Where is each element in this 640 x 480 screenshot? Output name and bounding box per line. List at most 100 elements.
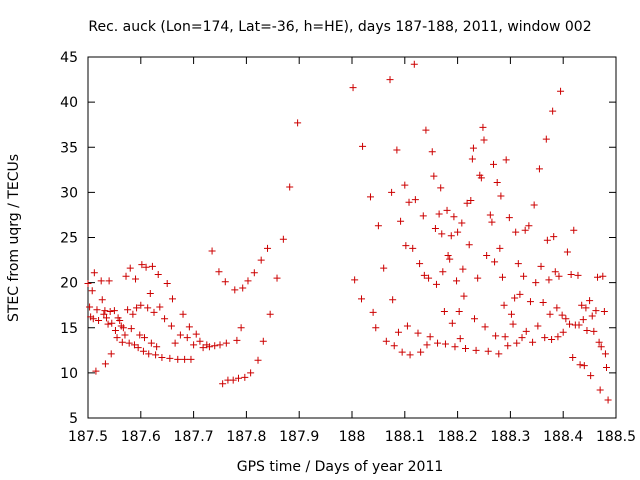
data-point xyxy=(431,224,439,232)
data-point xyxy=(124,306,132,314)
data-point xyxy=(511,294,519,302)
data-point xyxy=(453,277,461,285)
data-point xyxy=(597,343,605,351)
data-point xyxy=(133,304,141,312)
data-point xyxy=(205,343,213,351)
axis-ticks xyxy=(87,56,617,419)
data-point xyxy=(211,342,219,350)
data-point xyxy=(566,320,574,328)
data-point xyxy=(525,222,533,230)
data-point xyxy=(590,327,598,335)
data-point xyxy=(595,338,603,346)
data-point xyxy=(351,276,359,284)
data-point xyxy=(247,369,255,377)
plot-area xyxy=(84,56,617,419)
x-tick-label: 188.5 xyxy=(596,429,636,445)
data-point xyxy=(569,354,577,362)
data-point xyxy=(154,271,162,279)
data-point xyxy=(587,372,595,380)
data-point xyxy=(153,343,161,351)
data-point xyxy=(374,222,382,230)
data-point xyxy=(502,156,510,164)
data-point xyxy=(401,181,409,189)
data-point xyxy=(199,344,207,352)
data-point xyxy=(405,198,413,206)
data-point xyxy=(216,341,224,349)
data-point xyxy=(231,286,239,294)
data-point xyxy=(118,338,126,346)
data-point xyxy=(113,334,121,342)
data-point xyxy=(586,297,594,305)
data-point xyxy=(234,374,242,382)
data-point xyxy=(426,333,434,341)
data-point xyxy=(428,148,436,156)
data-point xyxy=(559,328,567,336)
data-point xyxy=(101,360,109,368)
data-point xyxy=(555,272,563,280)
data-point xyxy=(102,314,110,322)
data-point xyxy=(574,271,582,279)
data-point xyxy=(93,306,101,314)
data-point xyxy=(496,244,504,252)
data-point xyxy=(372,324,380,332)
data-point xyxy=(500,301,508,309)
data-point xyxy=(539,298,547,306)
data-point xyxy=(419,212,427,220)
data-point xyxy=(130,341,138,349)
data-point xyxy=(430,172,438,180)
data-point xyxy=(504,342,512,350)
data-point xyxy=(349,84,357,92)
data-point xyxy=(410,60,418,68)
data-point xyxy=(174,355,182,363)
data-point xyxy=(583,326,591,334)
data-point xyxy=(264,244,272,252)
data-point xyxy=(254,356,262,364)
data-point xyxy=(411,196,419,204)
data-point xyxy=(451,343,459,351)
data-point xyxy=(125,339,133,347)
data-point xyxy=(439,268,447,276)
data-point xyxy=(104,320,112,328)
data-point xyxy=(479,123,487,131)
data-point xyxy=(190,341,198,349)
data-point xyxy=(221,278,229,286)
data-point xyxy=(279,235,287,243)
y-tick-label: 25 xyxy=(60,231,78,247)
data-point xyxy=(380,264,388,272)
data-point xyxy=(495,350,503,358)
data-point xyxy=(100,310,108,318)
x-tick-label: 187.7 xyxy=(174,429,214,445)
data-point xyxy=(579,316,587,324)
data-point xyxy=(469,144,477,152)
data-point xyxy=(294,119,302,127)
data-point xyxy=(491,258,499,266)
data-point xyxy=(434,339,442,347)
data-point xyxy=(129,310,137,318)
data-point xyxy=(463,199,471,207)
data-point xyxy=(107,350,115,358)
data-point xyxy=(444,252,452,260)
data-point xyxy=(467,196,475,204)
data-point xyxy=(126,264,134,272)
data-point xyxy=(594,273,602,281)
x-tick-label: 188.2 xyxy=(438,429,478,445)
data-point xyxy=(239,284,247,292)
data-point xyxy=(92,367,100,375)
data-point xyxy=(403,322,411,330)
data-point xyxy=(106,308,114,316)
chart-title: Rec. auck (Lon=174, Lat=-36, h=HE), days… xyxy=(88,19,591,35)
y-axis-label: STEC from uqrg / TECUs xyxy=(6,154,22,322)
data-point xyxy=(562,315,570,323)
data-point xyxy=(588,312,596,320)
y-tick-label: 30 xyxy=(60,185,78,201)
data-point xyxy=(187,355,195,363)
data-point xyxy=(156,303,164,311)
data-point xyxy=(425,274,433,282)
data-point xyxy=(602,363,610,371)
data-point xyxy=(492,332,500,340)
data-point xyxy=(134,344,142,352)
data-point xyxy=(493,178,501,186)
data-point xyxy=(168,295,176,303)
data-point xyxy=(119,324,127,332)
data-point xyxy=(222,339,230,347)
